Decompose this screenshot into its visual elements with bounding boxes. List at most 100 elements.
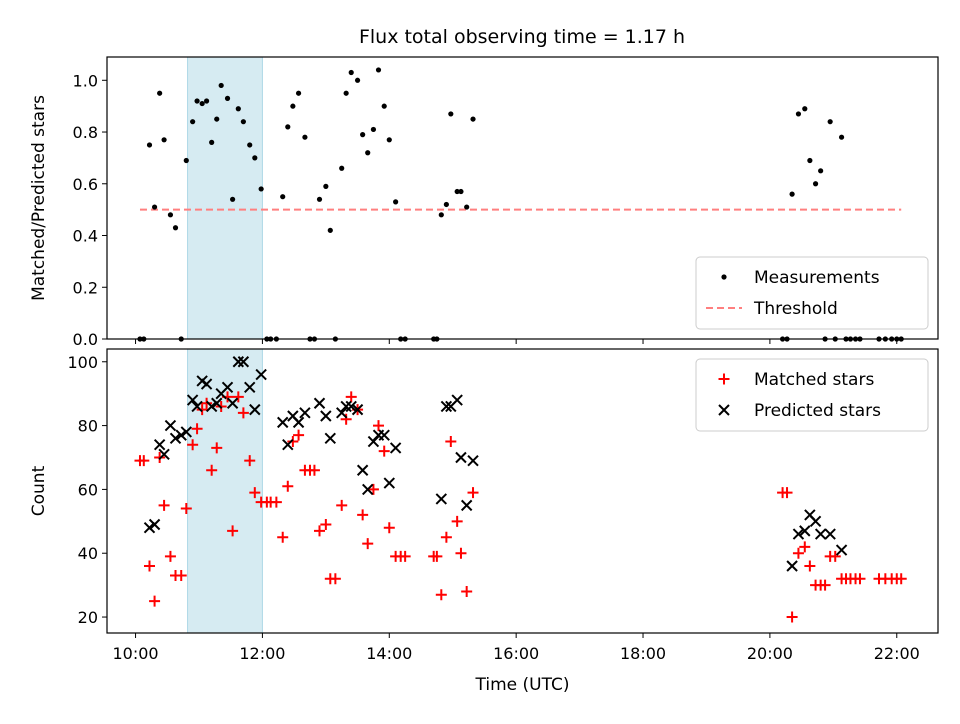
axes-frame [106, 56, 939, 340]
data-point [320, 410, 332, 422]
data-point [381, 103, 387, 109]
data-point [339, 165, 345, 171]
data-point [235, 106, 241, 112]
data-point [781, 487, 793, 499]
data-point [461, 586, 473, 598]
data-point [814, 528, 827, 540]
data-point [386, 137, 392, 143]
data-point [293, 429, 305, 441]
legend-label: Measurements [754, 268, 880, 288]
data-point [200, 378, 213, 390]
data-point [237, 356, 250, 368]
data-point [786, 560, 798, 572]
data-point [345, 391, 357, 403]
data-point [799, 541, 811, 553]
data-point [835, 544, 848, 556]
data-point [187, 439, 199, 451]
data-point [460, 499, 473, 512]
data-point [161, 137, 167, 143]
data-point [191, 423, 203, 435]
data-point [458, 188, 464, 195]
data-point [895, 573, 907, 585]
data-point [343, 90, 349, 96]
data-point [214, 116, 220, 122]
data-point [247, 142, 253, 148]
data-point [167, 212, 174, 218]
data-point [370, 126, 377, 133]
y-tick-label: 100 [67, 353, 98, 372]
data-point [199, 100, 205, 107]
data-point [340, 413, 352, 425]
data-point [205, 400, 218, 413]
series-x [143, 356, 848, 572]
data-point [336, 499, 348, 511]
data-point [232, 356, 245, 368]
data-point [299, 407, 311, 419]
data-point [354, 77, 361, 83]
data-point [351, 403, 364, 416]
data-point [255, 368, 267, 381]
series-plus [134, 391, 907, 623]
data-point [455, 451, 467, 464]
data-point [237, 407, 249, 419]
data-point [244, 381, 256, 393]
data-point [807, 157, 813, 164]
data-point [183, 157, 189, 164]
data-point [224, 95, 231, 101]
data-point [209, 139, 215, 145]
data-point [258, 186, 264, 192]
data-point [194, 98, 200, 104]
data-point [340, 400, 352, 413]
data-point [818, 168, 824, 174]
data-point [151, 204, 158, 210]
legend-label: Threshold [753, 299, 838, 319]
data-point [323, 183, 329, 189]
data-point [399, 550, 411, 562]
data-point [827, 119, 833, 125]
data-point [158, 499, 170, 511]
data-point [138, 455, 150, 467]
data-point [244, 455, 256, 467]
data-point [327, 227, 333, 233]
data-point [448, 111, 454, 117]
data-point [172, 225, 179, 231]
data-point [829, 550, 841, 562]
data-point [221, 381, 234, 393]
x-tick-label: 22:00 [874, 644, 920, 663]
data-point [445, 436, 457, 448]
data-point [431, 550, 443, 562]
legend-swatch [718, 373, 730, 385]
data-point [435, 493, 448, 505]
data-point [249, 403, 261, 416]
x-tick-label: 12:00 [239, 644, 285, 663]
data-point [146, 142, 153, 148]
data-point [302, 134, 308, 140]
data-point [367, 483, 379, 495]
chart-title: Flux total observing time = 1.17 h [359, 26, 685, 48]
data-point [282, 480, 294, 492]
data-point [191, 400, 203, 413]
data-point [211, 397, 223, 409]
axes-frame [106, 348, 939, 634]
data-point [226, 397, 239, 409]
data-point [799, 525, 811, 537]
data-point [786, 611, 798, 623]
data-point [373, 420, 385, 432]
data-point [357, 509, 369, 521]
data-point [280, 194, 286, 200]
legend: Measurements Threshold [695, 256, 929, 330]
data-point [819, 579, 831, 591]
data-point [277, 416, 289, 429]
data-point [375, 67, 382, 73]
data-point [148, 518, 161, 531]
data-point [838, 134, 845, 140]
data-point [196, 404, 208, 416]
x-axis-label: Time (UTC) [475, 675, 570, 695]
data-point [240, 119, 246, 125]
data-point [180, 426, 193, 438]
data-point [249, 487, 261, 499]
data-point [186, 394, 199, 406]
data-point [470, 116, 476, 122]
data-point [467, 454, 479, 467]
